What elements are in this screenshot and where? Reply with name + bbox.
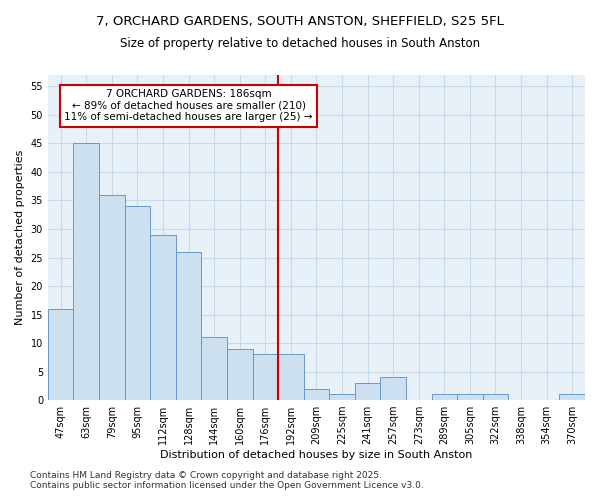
Text: Size of property relative to detached houses in South Anston: Size of property relative to detached ho… [120,38,480,51]
Bar [176,252,202,400]
Bar [482,394,508,400]
Bar [253,354,278,400]
Y-axis label: Number of detached properties: Number of detached properties [15,150,25,325]
Text: Contains HM Land Registry data © Crown copyright and database right 2025.
Contai: Contains HM Land Registry data © Crown c… [30,470,424,490]
Bar [227,349,253,400]
Bar [278,354,304,400]
Text: 7, ORCHARD GARDENS, SOUTH ANSTON, SHEFFIELD, S25 5FL: 7, ORCHARD GARDENS, SOUTH ANSTON, SHEFFI… [96,15,504,28]
Bar [431,394,457,400]
Bar [73,144,99,400]
Bar [329,394,355,400]
Bar [202,338,227,400]
Bar [457,394,482,400]
Bar [355,383,380,400]
Bar [48,309,73,400]
Bar [559,394,585,400]
Bar [380,378,406,400]
Bar [304,388,329,400]
Bar [99,195,125,400]
Bar [150,234,176,400]
X-axis label: Distribution of detached houses by size in South Anston: Distribution of detached houses by size … [160,450,473,460]
Text: 7 ORCHARD GARDENS: 186sqm
← 89% of detached houses are smaller (210)
11% of semi: 7 ORCHARD GARDENS: 186sqm ← 89% of detac… [64,90,313,122]
Bar [125,206,150,400]
